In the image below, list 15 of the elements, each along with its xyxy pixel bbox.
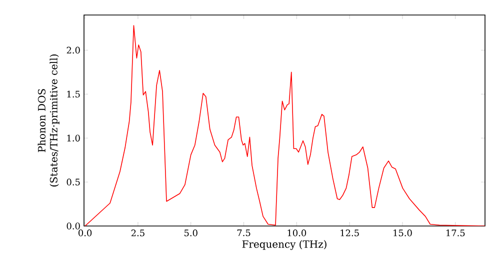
- x-tick-label: 2.5: [131, 230, 144, 236]
- x-tick-label: 12.5: [340, 230, 359, 236]
- y-tick-label: 1.0: [67, 134, 80, 142]
- x-tick-label: 5.0: [184, 230, 198, 236]
- y-axis-title: Phonon DOS (States/THz·primitive cell): [38, 54, 60, 186]
- y-tick-label: 1.5: [67, 90, 80, 98]
- y-tick-label: 0.0: [66, 222, 80, 230]
- y-tick-label: 0.5: [66, 178, 80, 186]
- x-tick-label: 10.0: [288, 230, 306, 236]
- x-tick-label: 17.5: [446, 230, 465, 236]
- x-axis-title: Frequency (THz): [242, 240, 326, 250]
- x-tick-label: 0.0: [78, 230, 92, 236]
- x-tick-label: 15.0: [394, 230, 412, 236]
- x-tick-label: 7.5: [237, 230, 250, 236]
- y-tick-label: 2.0: [66, 46, 80, 54]
